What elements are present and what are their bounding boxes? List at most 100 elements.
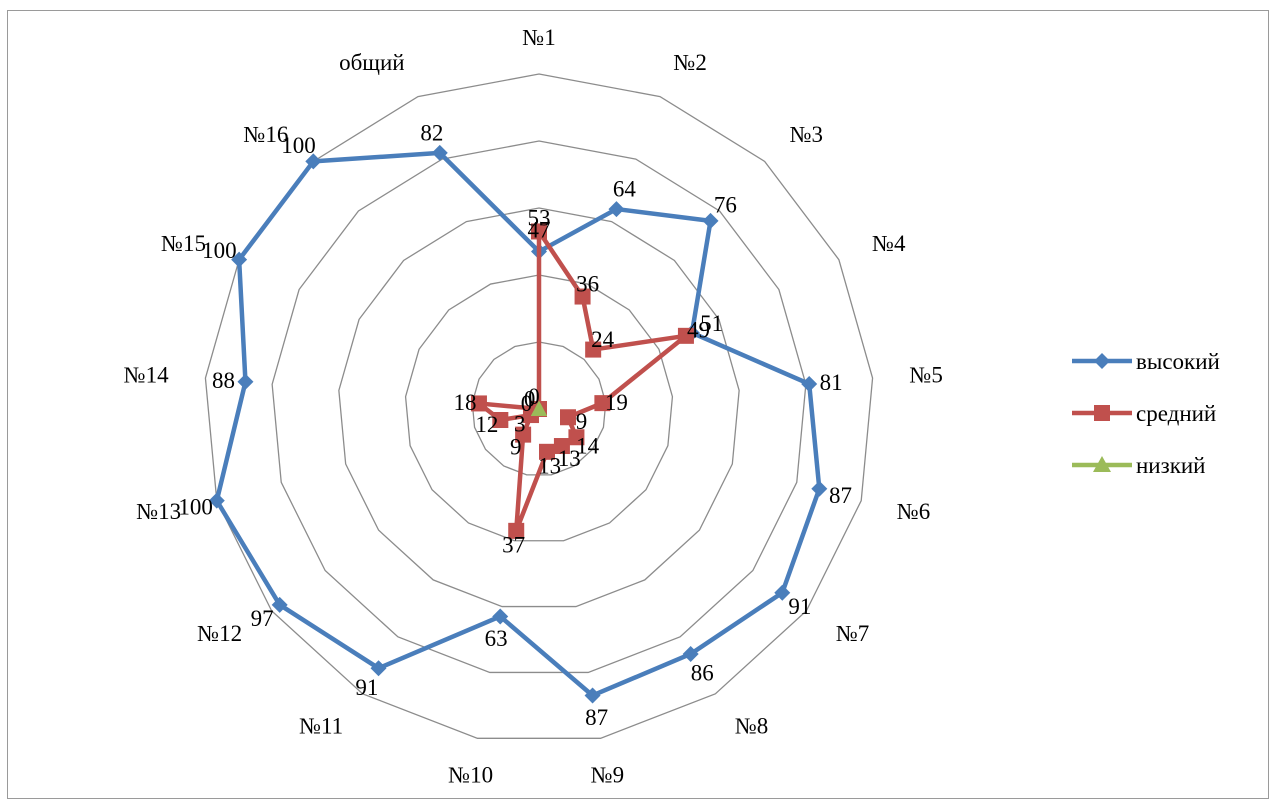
data-label: 24 <box>591 327 615 352</box>
chart-frame <box>7 10 1269 799</box>
data-label: 100 <box>202 238 237 263</box>
data-label: 13 <box>538 454 561 479</box>
data-point <box>553 438 570 455</box>
category-label: №1 <box>522 25 555 50</box>
data-point <box>492 412 509 429</box>
series-line <box>214 150 822 698</box>
category-labels: №1 №2 №3 №4 №5 №6 №7 №8 №9 №10 №11 №12 №13 №14 №15 №16 о… <box>124 25 943 788</box>
data-label: 100 <box>178 495 213 520</box>
category-label: №5 <box>909 363 942 388</box>
data-point <box>431 144 448 161</box>
legend-marker <box>1093 456 1111 472</box>
data-point <box>231 251 248 268</box>
legend-label: средний <box>1136 401 1216 426</box>
data-point <box>702 212 719 229</box>
data-point <box>774 584 791 601</box>
category-label: №12 <box>197 621 242 646</box>
legend-marker <box>1094 405 1110 421</box>
category-label: №9 <box>591 763 624 788</box>
category-label: №11 <box>299 713 343 738</box>
data-label: 37 <box>502 533 525 558</box>
data-point <box>584 687 601 704</box>
data-label: 12 <box>475 412 498 437</box>
data-label: 91 <box>788 594 811 619</box>
legend-marker <box>1094 353 1110 369</box>
category-label: №16 <box>243 122 288 147</box>
series-layer <box>208 144 828 704</box>
category-label: №7 <box>836 621 869 646</box>
series-2 <box>470 223 694 539</box>
category-label: №10 <box>448 763 493 788</box>
data-label: 88 <box>212 368 235 393</box>
legend-item: высокий <box>1072 349 1220 374</box>
data-point <box>568 429 585 446</box>
legend-item: низкий <box>1072 453 1206 478</box>
data-label: 86 <box>691 661 714 686</box>
data-point <box>594 395 611 412</box>
category-label: №14 <box>124 363 169 388</box>
data-label: 9 <box>576 409 588 434</box>
data-point <box>470 395 487 412</box>
data-point <box>531 401 547 416</box>
data-label: 0 <box>521 391 533 416</box>
data-label: 3 <box>514 411 526 436</box>
data-label: 51 <box>700 311 723 336</box>
legend-label: высокий <box>1136 349 1220 374</box>
data-point <box>682 645 699 662</box>
data-label: 81 <box>820 370 843 395</box>
data-point <box>508 522 525 539</box>
data-point <box>370 660 387 677</box>
legend: высокий средний низкий <box>1072 349 1220 478</box>
data-label: 87 <box>585 705 608 730</box>
category-label: общий <box>339 50 405 75</box>
legend-item: средний <box>1072 401 1216 426</box>
data-label: 36 <box>576 271 599 296</box>
data-label: 18 <box>454 390 477 415</box>
data-point <box>531 223 547 240</box>
data-label: 97 <box>251 606 274 631</box>
data-point <box>492 608 509 625</box>
data-point <box>574 288 591 305</box>
data-label: 64 <box>613 177 637 202</box>
data-point <box>271 596 288 613</box>
data-label: 82 <box>420 120 443 145</box>
data-label: 49 <box>687 318 710 343</box>
data-point <box>585 341 602 358</box>
data-label: 47 <box>528 218 551 243</box>
data-label: 19 <box>605 390 628 415</box>
data-point <box>515 426 532 443</box>
data-label: 100 <box>281 133 316 158</box>
category-label: №6 <box>897 499 930 524</box>
legend-label: низкий <box>1136 453 1206 478</box>
data-point <box>208 492 225 509</box>
series-3 <box>531 401 547 416</box>
data-label: 91 <box>355 675 378 700</box>
data-point <box>559 409 576 426</box>
category-label: №3 <box>790 122 823 147</box>
data-point <box>539 443 556 460</box>
grid-ring <box>338 207 740 608</box>
grid-ring <box>271 140 807 674</box>
data-label: 87 <box>829 483 852 508</box>
category-label: №2 <box>673 50 706 75</box>
data-label: 53 <box>528 205 551 230</box>
data-point <box>237 373 254 390</box>
data-point <box>677 327 694 344</box>
category-label: №13 <box>136 499 181 524</box>
data-label: 76 <box>714 193 737 218</box>
data-point <box>801 375 818 392</box>
data-labels: 47 64 76 51 81 87 91 86 87 63 91 97 100 88 100 100 82 53 3… <box>178 120 852 730</box>
series-1 <box>208 144 828 704</box>
category-label: №8 <box>735 713 768 738</box>
category-label: №4 <box>872 231 906 256</box>
data-label: 14 <box>576 434 600 459</box>
data-point <box>811 480 828 497</box>
data-label: 13 <box>558 446 581 471</box>
data-label: 63 <box>485 626 508 651</box>
data-point <box>608 201 625 218</box>
data-label: 0 <box>528 384 540 409</box>
data-point <box>305 153 322 170</box>
data-label: 0 <box>524 387 536 412</box>
data-label: 9 <box>510 435 522 460</box>
